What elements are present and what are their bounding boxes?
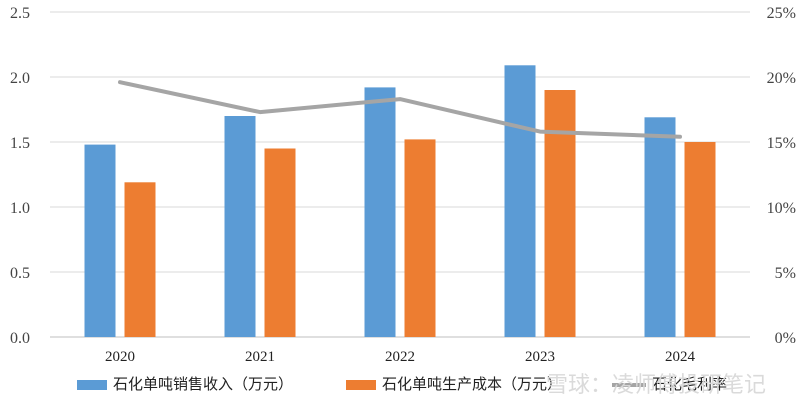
bar-cost bbox=[684, 142, 716, 337]
y-right-tick-label: 25% bbox=[767, 5, 796, 22]
bar-series-group bbox=[84, 65, 716, 338]
gridlines bbox=[50, 11, 750, 338]
watermark-text: 雪球：凌师傅投研笔记 bbox=[546, 373, 766, 398]
bar-sales bbox=[644, 117, 676, 337]
bar-sales bbox=[364, 87, 396, 338]
bar-cost bbox=[404, 139, 436, 337]
bar-sales bbox=[224, 116, 256, 337]
y-right-tick-label: 10% bbox=[767, 200, 796, 217]
y-right-tick-label: 0% bbox=[775, 330, 796, 347]
bar-sales bbox=[84, 144, 116, 337]
x-tick-label: 2024 bbox=[665, 349, 696, 365]
right-axis: 0% 5% 10% 15% 20% 25% bbox=[767, 5, 796, 347]
x-axis: 2020 2021 2022 2023 2024 bbox=[105, 349, 696, 365]
bar-sales bbox=[504, 65, 536, 338]
left-axis: 0.0 0.5 1.0 1.5 2.0 2.5 bbox=[10, 5, 30, 347]
y-right-tick-label: 5% bbox=[775, 265, 796, 282]
legend: 石化单吨销售收入（万元） 石化单吨生产成本（万元） 石化毛利率 bbox=[77, 375, 727, 393]
bar-cost bbox=[264, 148, 296, 337]
y-left-tick-label: 1.5 bbox=[10, 135, 30, 152]
bar-cost bbox=[124, 182, 156, 337]
y-left-tick-label: 0.0 bbox=[10, 330, 30, 347]
legend-label-sales: 石化单吨销售收入（万元） bbox=[113, 375, 293, 393]
legend-label-cost: 石化单吨生产成本（万元） bbox=[382, 375, 562, 393]
y-left-tick-label: 2.0 bbox=[10, 70, 30, 87]
y-right-tick-label: 20% bbox=[767, 70, 796, 87]
x-tick-label: 2021 bbox=[245, 349, 275, 365]
legend-swatch-sales bbox=[77, 380, 107, 390]
y-left-tick-label: 0.5 bbox=[10, 265, 30, 282]
line-series-group bbox=[118, 80, 682, 139]
y-right-tick-label: 15% bbox=[767, 135, 796, 152]
x-tick-label: 2023 bbox=[525, 349, 555, 365]
legend-label-margin: 石化毛利率 bbox=[652, 375, 727, 393]
line-margin bbox=[118, 80, 682, 139]
y-left-tick-label: 1.0 bbox=[10, 200, 30, 217]
y-left-tick-label: 2.5 bbox=[10, 5, 30, 22]
legend-swatch-cost bbox=[346, 380, 376, 390]
x-tick-label: 2022 bbox=[385, 349, 415, 365]
x-tick-label: 2020 bbox=[105, 349, 135, 365]
bar-cost bbox=[544, 90, 576, 337]
